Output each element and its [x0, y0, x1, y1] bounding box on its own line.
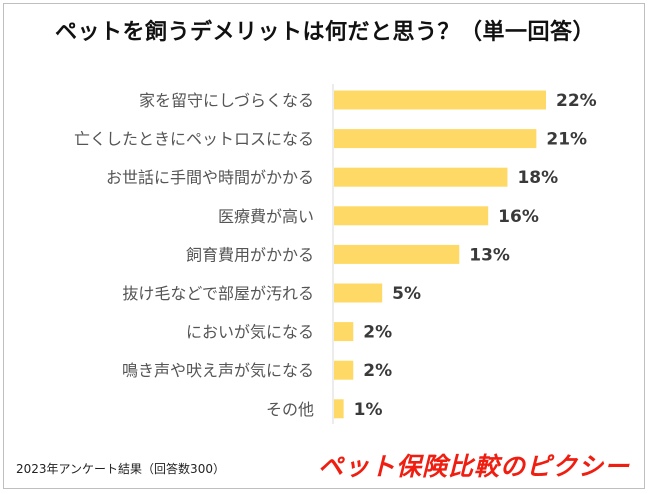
value-label: 2%: [363, 361, 392, 381]
bar-3: [334, 206, 489, 226]
category-label: 飼育費用がかかる: [186, 245, 314, 264]
bar-7: [334, 360, 354, 380]
bar-8: [334, 399, 344, 419]
category-label: 医療費が高い: [218, 207, 314, 226]
bar-2: [334, 167, 508, 187]
category-label: 家を留守にしづらくなる: [139, 91, 314, 110]
category-label: 抜け毛などで部屋が汚れる: [122, 284, 314, 303]
value-label: 13%: [469, 245, 510, 265]
bar-1: [334, 129, 537, 149]
category-label: においが気になる: [186, 323, 314, 342]
value-label: 21%: [546, 130, 587, 150]
brand-logo: ペット保険比較のピクシー: [318, 452, 631, 481]
value-label: 18%: [517, 168, 558, 188]
bar-5: [334, 283, 383, 303]
category-label: 鳴き声や吠え声が気になる: [122, 361, 314, 380]
bar-4: [334, 244, 460, 264]
category-label: 亡くしたときにペットロスになる: [74, 130, 314, 149]
value-label: 5%: [392, 284, 421, 304]
chart-title: ペットを飼うデメリットは何だと思う？（単一回答）: [54, 20, 595, 45]
category-label: お世話に手間や時間がかかる: [106, 168, 314, 187]
value-label: 2%: [363, 323, 392, 343]
chart-frame: [3, 3, 645, 489]
category-label: その他: [266, 400, 314, 419]
value-label: 22%: [556, 91, 597, 111]
value-label: 16%: [498, 207, 539, 227]
bar-6: [334, 322, 354, 342]
survey-footnote: 2023年アンケート結果（回答数300）: [16, 462, 225, 476]
value-label: 1%: [354, 400, 383, 420]
bar-0: [334, 90, 546, 110]
